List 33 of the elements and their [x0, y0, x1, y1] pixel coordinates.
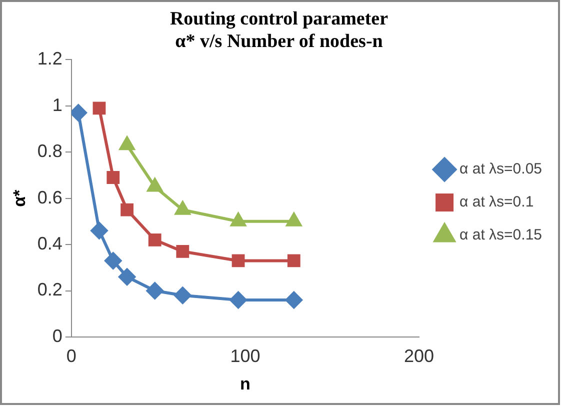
legend-label: α at λs=0.1: [460, 194, 534, 211]
point: [232, 254, 245, 268]
y-tick-label: 0.2: [37, 280, 62, 300]
point: [92, 102, 106, 115]
y-tick-label: 0.4: [37, 234, 62, 254]
point: [104, 252, 122, 270]
y-tick-label: 0.6: [37, 187, 62, 208]
point: [71, 104, 87, 122]
point: [118, 268, 136, 286]
point: [174, 286, 192, 304]
point: [148, 233, 162, 246]
point: [106, 171, 120, 184]
y-tick-label: 0: [52, 326, 62, 346]
point: [285, 292, 302, 309]
legend-label: α at λs=0.05: [460, 160, 542, 178]
point: [230, 292, 247, 309]
point: [119, 136, 135, 150]
y-tick-label: 1: [52, 94, 62, 115]
x-tick-label: 0: [66, 346, 76, 366]
point: [146, 282, 164, 300]
x-tick-label: 200: [404, 346, 434, 366]
x-tick-label: 100: [230, 346, 260, 366]
legend-label: α at λs=0.15: [460, 226, 542, 244]
point: [287, 254, 300, 268]
y-tick-label: 1.2: [37, 48, 62, 69]
y-tick-label: 0.8: [37, 141, 62, 162]
y-axis-title: α*: [10, 189, 29, 207]
x-axis-title: n: [240, 374, 250, 394]
point: [120, 203, 134, 216]
text: α* v/s Number of nodes-n: [175, 31, 383, 52]
point: [176, 245, 190, 258]
text: Routing control parameter: [170, 8, 388, 30]
point: [90, 222, 108, 240]
